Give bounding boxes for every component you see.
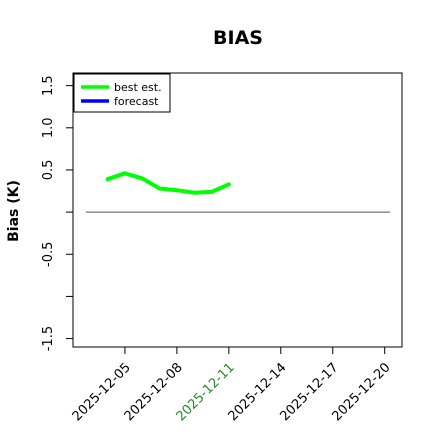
series-line-best-est bbox=[105, 171, 231, 195]
y-tick-label: 0.5 bbox=[41, 160, 56, 181]
y-tick-label: 1.5 bbox=[41, 75, 56, 96]
legend: best est. forecast bbox=[73, 73, 171, 113]
legend-label-forecast: forecast bbox=[114, 95, 159, 108]
series-lines bbox=[105, 171, 231, 195]
plot-frame bbox=[72, 72, 403, 348]
y-axis-label: Bias (K) bbox=[6, 180, 22, 242]
chart-title: BIAS bbox=[213, 27, 263, 49]
y-tick-label: -0.5 bbox=[41, 242, 56, 267]
x-axis-ticks: 2025-12-052025-12-082025-12-112025-12-14… bbox=[70, 347, 394, 424]
legend-box bbox=[73, 73, 171, 113]
legend-label-best-est: best est. bbox=[114, 81, 162, 94]
y-tick-label: -1.5 bbox=[41, 326, 56, 351]
y-tick-label: 1.0 bbox=[41, 117, 56, 138]
y-axis-ticks: -1.5 -0.5 0.5 1.0 1.5 bbox=[41, 75, 73, 351]
